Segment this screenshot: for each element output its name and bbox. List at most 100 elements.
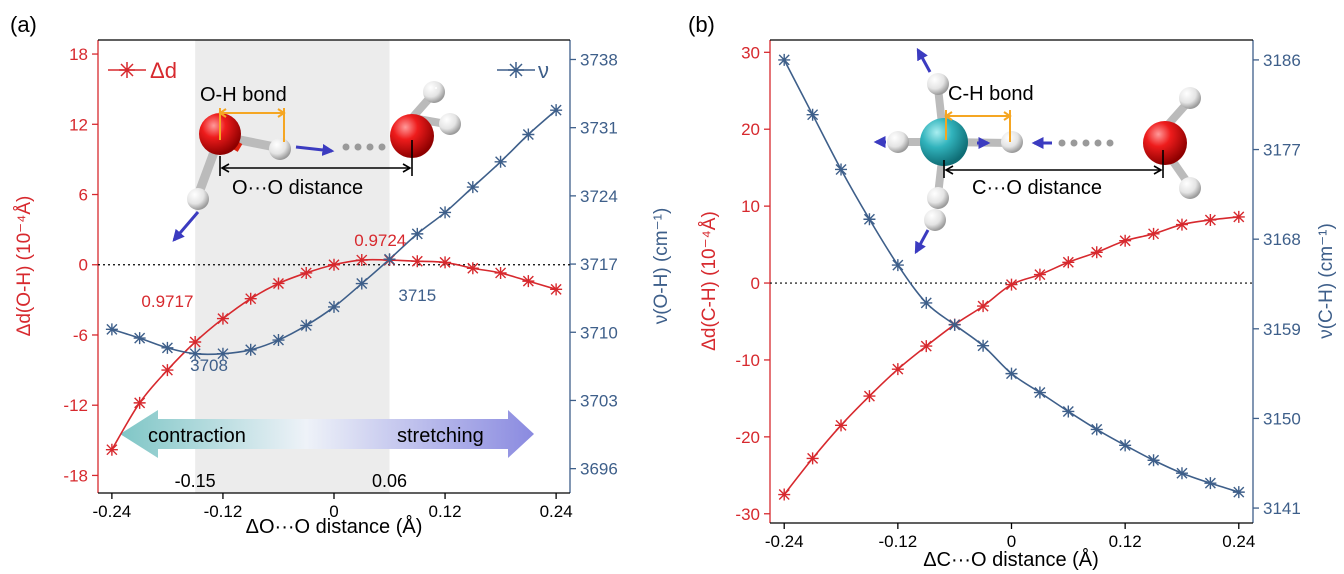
- data-point: [133, 332, 146, 345]
- data-point: [272, 334, 285, 347]
- x-tick-label: 0.12: [1109, 532, 1142, 551]
- inset-distance-label-a: O···O distance: [232, 177, 363, 199]
- right-tick-label: 3696: [580, 460, 618, 479]
- data-point: [522, 128, 535, 141]
- data-point: [1033, 268, 1046, 281]
- data-point: [466, 181, 479, 194]
- right-tick-label: 3150: [1263, 409, 1301, 428]
- left-tick-label: 30: [741, 43, 760, 62]
- right-tick-label: 3186: [1263, 51, 1301, 70]
- data-point: [216, 312, 229, 325]
- region-bound-left: -0.15: [175, 471, 216, 491]
- inset-bond-label-b: C-H bond: [948, 83, 1034, 105]
- series-markers-a: [105, 104, 563, 456]
- panel-a: (a) -0.24 -0.12 0 0.12 0.24 -18 -12 -6 0 6 12 18 3…: [10, 12, 672, 538]
- left-axis-label-a: Δd(O-H) (10⁻⁴Å): [14, 196, 35, 337]
- right-tick-label: 3168: [1263, 230, 1301, 249]
- molecule-inset-a: O-H bond O···O distance: [172, 81, 461, 242]
- data-point: [806, 108, 819, 121]
- left-tick-label: -10: [735, 351, 760, 370]
- data-point: [411, 227, 424, 240]
- right-tick-label: 3724: [580, 187, 618, 206]
- data-point: [161, 364, 174, 377]
- data-point: [778, 53, 791, 66]
- inset-distance-label-b: C···O distance: [972, 177, 1102, 199]
- data-point: [328, 300, 340, 313]
- left-tick-label: -20: [735, 428, 760, 447]
- data-point: [105, 323, 118, 336]
- data-point: [1204, 477, 1217, 490]
- data-point: [300, 266, 313, 279]
- x-tick-label: -0.24: [93, 502, 132, 521]
- data-point: [133, 396, 146, 409]
- data-point: [1175, 467, 1188, 480]
- series-markers-b: [778, 53, 1245, 501]
- data-point: [216, 347, 229, 360]
- data-point: [891, 259, 904, 272]
- left-ticks-b: -30 -20 -10 0 10 20 30: [735, 43, 770, 524]
- data-point: [1119, 439, 1132, 452]
- value-annotation: 3708: [190, 356, 228, 375]
- legend-label-red-a: Δd: [150, 58, 177, 83]
- data-point: [977, 339, 990, 352]
- data-point: [1062, 256, 1075, 269]
- x-tick-label: 0: [1007, 532, 1016, 551]
- left-tick-label: 0: [751, 274, 760, 293]
- panel-label-a: (a): [10, 12, 37, 37]
- data-point: [161, 341, 174, 354]
- x-tick-label: -0.24: [765, 532, 804, 551]
- right-tick-label: 3703: [580, 391, 618, 410]
- contraction-label: contraction: [148, 425, 246, 447]
- left-tick-label: -18: [63, 466, 88, 485]
- data-point: [863, 390, 876, 403]
- data-point: [1062, 405, 1075, 418]
- data-point: [105, 443, 118, 456]
- series-line-0: [783, 216, 1239, 496]
- left-ticks-a: -18 -12 -6 0 6 12 18: [63, 45, 98, 485]
- left-tick-label: -6: [73, 326, 88, 345]
- region-bound-right: 0.06: [372, 471, 407, 491]
- contraction-stretching-arrow: [120, 410, 534, 458]
- left-tick-label: -12: [63, 396, 88, 415]
- data-point: [891, 363, 904, 376]
- stretching-label: stretching: [397, 425, 484, 447]
- data-point: [835, 419, 848, 432]
- x-tick-label: 0.24: [540, 502, 573, 521]
- data-point: [272, 277, 285, 290]
- data-point: [1005, 278, 1018, 291]
- left-axis-label-b: Δd(C-H) (10⁻⁴Å): [699, 211, 720, 351]
- data-point: [920, 340, 933, 353]
- data-point: [778, 488, 791, 501]
- legend-label-blue-a: ν: [538, 58, 549, 83]
- data-point: [466, 262, 479, 275]
- data-point: [244, 292, 257, 305]
- data-point: [383, 253, 396, 266]
- data-point: [494, 266, 507, 279]
- data-point: [494, 155, 507, 168]
- right-tick-label: 3159: [1263, 320, 1301, 339]
- data-point: [1232, 486, 1245, 499]
- panel-label-b: (b): [688, 12, 715, 37]
- data-point: [1147, 227, 1160, 240]
- data-point: [355, 277, 368, 290]
- data-point: [1204, 213, 1217, 226]
- data-point: [835, 163, 848, 176]
- legend-red-a: Δd: [108, 58, 177, 83]
- data-point: [863, 213, 876, 226]
- data-point: [1175, 218, 1188, 231]
- left-tick-label: 6: [79, 186, 88, 205]
- left-tick-label: -30: [735, 505, 760, 524]
- legend-blue-a: ν: [497, 58, 549, 83]
- right-tick-label: 3717: [580, 255, 618, 274]
- data-point: [244, 343, 257, 356]
- data-point: [806, 452, 819, 465]
- right-tick-label: 3710: [580, 323, 618, 342]
- right-tick-label: 3731: [580, 119, 618, 138]
- right-axis-label-b: ν(C-H) (cm⁻¹): [1316, 223, 1337, 339]
- x-tick-label: -0.12: [204, 502, 243, 521]
- x-axis-label-b: ΔC···O distance (Å): [923, 548, 1099, 571]
- right-tick-label: 3177: [1263, 141, 1301, 160]
- data-point: [1119, 234, 1132, 247]
- data-point: [189, 347, 202, 360]
